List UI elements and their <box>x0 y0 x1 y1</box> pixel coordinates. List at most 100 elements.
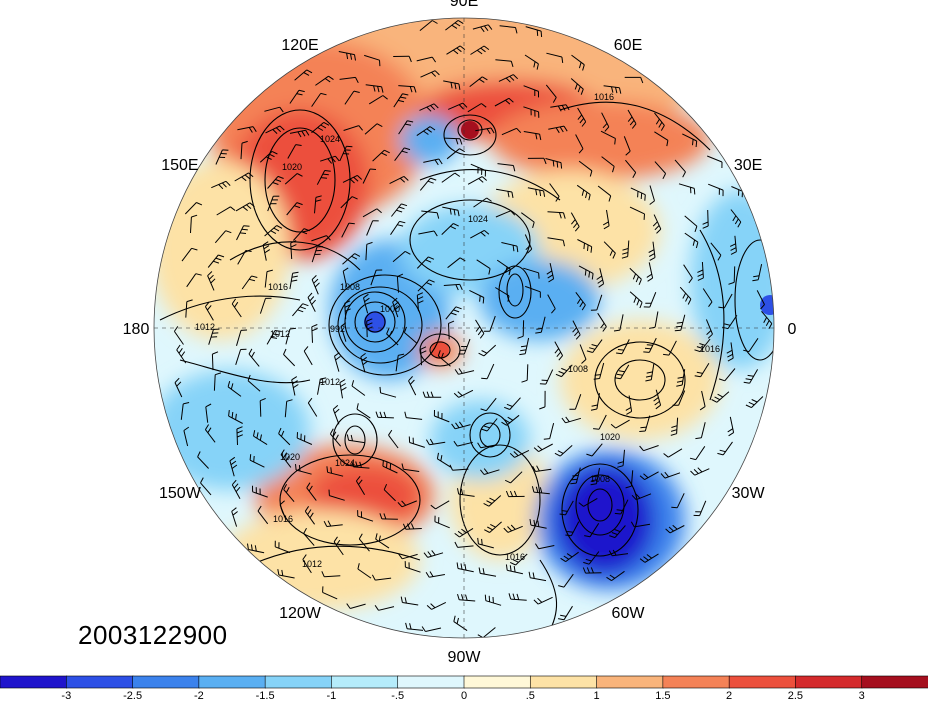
wind-barb <box>699 500 707 516</box>
wind-barb-feather <box>302 554 307 560</box>
wind-barb-feather <box>311 324 318 328</box>
wind-barb-feather <box>487 24 493 30</box>
wind-barb-feather <box>695 437 702 440</box>
wind-barb <box>448 323 450 340</box>
wind-barb <box>344 90 355 105</box>
wind-barb-feather <box>279 500 285 506</box>
wind-barb-feather <box>453 440 458 447</box>
wind-barb-feather <box>643 556 649 561</box>
wind-barb-feather <box>658 122 663 128</box>
wind-barb-feather <box>596 275 602 280</box>
wind-barb <box>437 458 452 468</box>
wind-barb <box>278 433 291 446</box>
colorbar-swatch <box>861 675 928 689</box>
wind-barb-feather <box>533 599 539 605</box>
wind-barb <box>524 234 533 250</box>
wind-barb-feather <box>645 379 652 382</box>
longitude-label: 150E <box>161 157 198 174</box>
wind-barb <box>565 500 574 516</box>
wind-barb-feather <box>558 355 563 361</box>
wind-barb-feather <box>590 246 593 253</box>
wind-barb <box>588 551 600 565</box>
wind-barb-feather <box>590 567 594 574</box>
wind-barb-feather <box>294 205 301 209</box>
wind-barb-feather <box>574 330 579 337</box>
wind-barb-feather <box>662 173 667 180</box>
wind-barb-feather <box>363 293 369 299</box>
wind-barb-feather <box>512 593 516 600</box>
colorbar-swatch <box>331 675 399 689</box>
wind-barb <box>334 356 340 372</box>
wind-barb-feather <box>436 212 440 219</box>
wind-barb-feather <box>676 384 683 387</box>
wind-barb <box>523 85 539 92</box>
wind-barb <box>395 355 399 372</box>
wind-barb-feather <box>730 247 737 251</box>
wind-barb-feather <box>504 479 511 484</box>
wind-barb-feather <box>344 308 351 312</box>
wind-barb-feather <box>682 171 686 178</box>
wind-barb-feather <box>557 105 562 112</box>
wind-barb-feather <box>594 374 601 376</box>
wind-barb-feather <box>283 484 288 490</box>
wind-barb-feather <box>539 190 542 197</box>
wind-barb-feather <box>301 130 306 137</box>
wind-barb-feather <box>309 296 315 302</box>
wind-barb <box>290 243 293 260</box>
wind-barb <box>420 70 436 78</box>
wind-barb-feather <box>197 451 201 458</box>
wind-barb <box>583 497 598 507</box>
wind-barb-feather <box>298 89 305 93</box>
wind-barb <box>423 158 440 163</box>
wind-barb <box>578 265 594 274</box>
wind-barb-feather <box>602 123 608 129</box>
wind-barb <box>264 271 268 288</box>
wind-barb-feather <box>409 86 413 93</box>
wind-barb <box>654 311 659 328</box>
wind-barb-feather <box>344 300 351 304</box>
wind-barb <box>683 264 693 279</box>
wind-barb-feather <box>478 352 485 357</box>
wind-barb-feather <box>581 189 585 196</box>
longitude-label: 30W <box>732 485 766 502</box>
wind-barb-feather <box>697 277 704 281</box>
wind-barb-feather <box>583 243 585 250</box>
contour-label: 1016 <box>273 514 293 524</box>
wind-barb-feather <box>551 308 556 314</box>
wind-barb <box>417 279 430 292</box>
wind-barb-feather <box>383 484 388 490</box>
wind-barb <box>314 197 317 214</box>
contour-label: 1000 <box>380 304 400 314</box>
wind-barb-feather <box>685 295 689 302</box>
wind-barb-feather <box>516 127 522 134</box>
wind-barb-feather <box>632 172 637 178</box>
wind-barb <box>259 298 266 314</box>
wind-barb-feather <box>579 117 585 124</box>
wind-barb-feather <box>636 299 640 306</box>
wind-barb <box>469 289 485 298</box>
wind-barb-feather <box>556 351 562 358</box>
wind-barb <box>350 603 366 609</box>
wind-barb-feather <box>431 550 436 556</box>
wind-barb <box>375 538 390 549</box>
wind-barb <box>362 168 371 184</box>
wind-barb-feather <box>615 87 618 94</box>
wind-barb <box>303 533 315 546</box>
wind-barb-feather <box>490 523 496 528</box>
colorbar-tick-label: 0 <box>461 690 467 702</box>
wind-barb-feather <box>360 352 366 358</box>
wind-barb-feather <box>429 126 436 131</box>
wind-barb-feather <box>753 275 760 278</box>
wind-barb <box>183 430 189 447</box>
cold-center-2 <box>584 489 616 521</box>
wind-barb-feather <box>602 326 607 332</box>
wind-barb <box>570 521 580 537</box>
wind-barb-feather <box>362 360 369 366</box>
wind-barb-feather <box>250 544 253 551</box>
wind-barb-feather <box>511 191 514 198</box>
wind-barb <box>514 449 530 458</box>
wind-barb <box>545 84 557 98</box>
contour <box>229 241 361 271</box>
wind-barb-feather <box>230 460 237 466</box>
wind-barb-feather <box>507 416 514 421</box>
